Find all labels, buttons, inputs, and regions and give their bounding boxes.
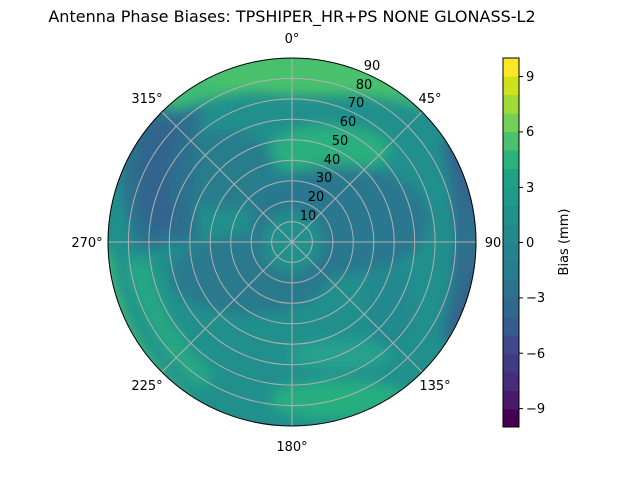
radial-label-30: 30: [316, 171, 333, 186]
colorbar-tick: 3: [526, 181, 534, 196]
azimuth-label-270: 270°: [71, 236, 102, 251]
azimuth-tick-labels: 0° 45° 90 135° 180° 225° 270° 315°: [71, 32, 501, 455]
colorbar-tick: −9: [526, 402, 545, 417]
polar-grid: [108, 58, 476, 426]
colorbar-tick-labels: 9 6 3 0 −3 −6 −9: [526, 70, 545, 417]
azimuth-label-180: 180°: [276, 440, 307, 455]
azimuth-label-135: 135°: [419, 379, 450, 394]
radial-label-50: 50: [332, 134, 349, 149]
colorbar-tick: 0: [526, 236, 534, 251]
azimuth-label-0: 0°: [285, 32, 300, 47]
azimuth-label-225: 225°: [131, 379, 162, 394]
colorbar: 9 6 3 0 −3 −6 −9 Bias (mm): [502, 57, 572, 428]
radial-label-40: 40: [324, 153, 341, 168]
colorbar-label: Bias (mm): [557, 209, 572, 276]
radial-label-10: 10: [300, 209, 317, 224]
radial-label-60: 60: [340, 115, 357, 130]
polar-outline: [107, 57, 477, 427]
radial-tick-labels: 10 20 30 40 50 60 70 80 90: [300, 59, 381, 224]
radial-label-20: 20: [308, 190, 325, 205]
colorbar-tick: 9: [526, 70, 534, 85]
chart-title: Antenna Phase Biases: TPSHIPER_HR+PS NON…: [48, 7, 535, 27]
colorbar-tick: −3: [526, 291, 545, 306]
azimuth-label-315: 315°: [131, 92, 162, 107]
colorbar-tick: −6: [526, 347, 545, 362]
colorbar-tick: 6: [526, 125, 534, 140]
radial-label-90: 90: [364, 59, 381, 74]
radial-label-80: 80: [356, 78, 373, 93]
azimuth-label-90: 90: [485, 236, 502, 251]
azimuth-label-45: 45°: [418, 92, 441, 107]
radial-label-70: 70: [348, 96, 365, 111]
